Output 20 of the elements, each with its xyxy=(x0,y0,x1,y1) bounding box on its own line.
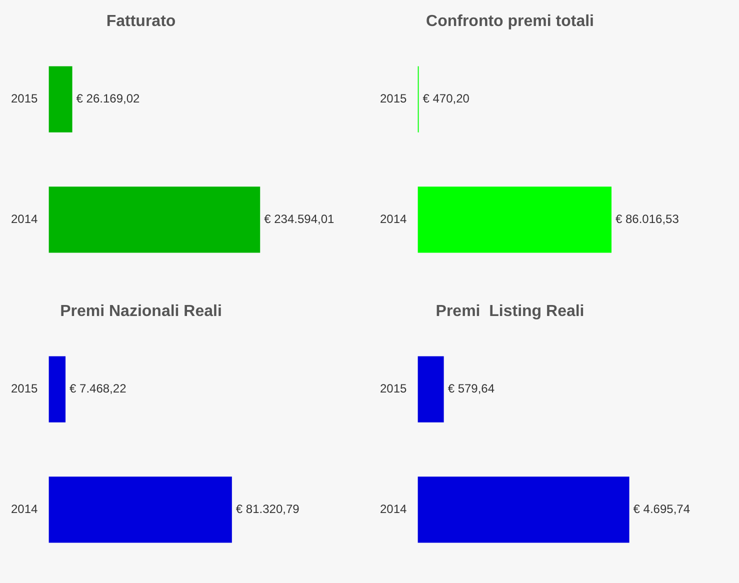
data-label: € 81.320,79 xyxy=(236,502,300,516)
chart-title: Fatturato xyxy=(106,13,176,30)
y-tick-label: 2014 xyxy=(380,502,408,516)
chart-title: Premi Listing Reali xyxy=(436,303,584,320)
data-label: € 4.695,74 xyxy=(633,502,690,516)
chart-title: Confronto premi totali xyxy=(426,13,594,30)
y-tick-label: 2015 xyxy=(380,92,408,106)
data-label: € 26.169,02 xyxy=(76,92,140,106)
y-tick-label: 2015 xyxy=(10,92,38,106)
y-tick-label: 2014 xyxy=(10,502,38,516)
data-label: € 234.594,01 xyxy=(264,212,335,226)
data-label: € 470,20 xyxy=(422,92,470,106)
chart-title: Premi Nazionali Reali xyxy=(60,303,222,320)
y-tick-label: 2015 xyxy=(380,382,408,396)
y-tick-label: 2014 xyxy=(10,212,38,226)
data-label: € 579,64 xyxy=(448,382,495,396)
y-tick-label: 2015 xyxy=(10,382,38,396)
y-tick-label: 2014 xyxy=(380,212,408,226)
data-label: € 86.016,53 xyxy=(615,212,680,226)
data-label: € 7.468,22 xyxy=(70,382,127,396)
